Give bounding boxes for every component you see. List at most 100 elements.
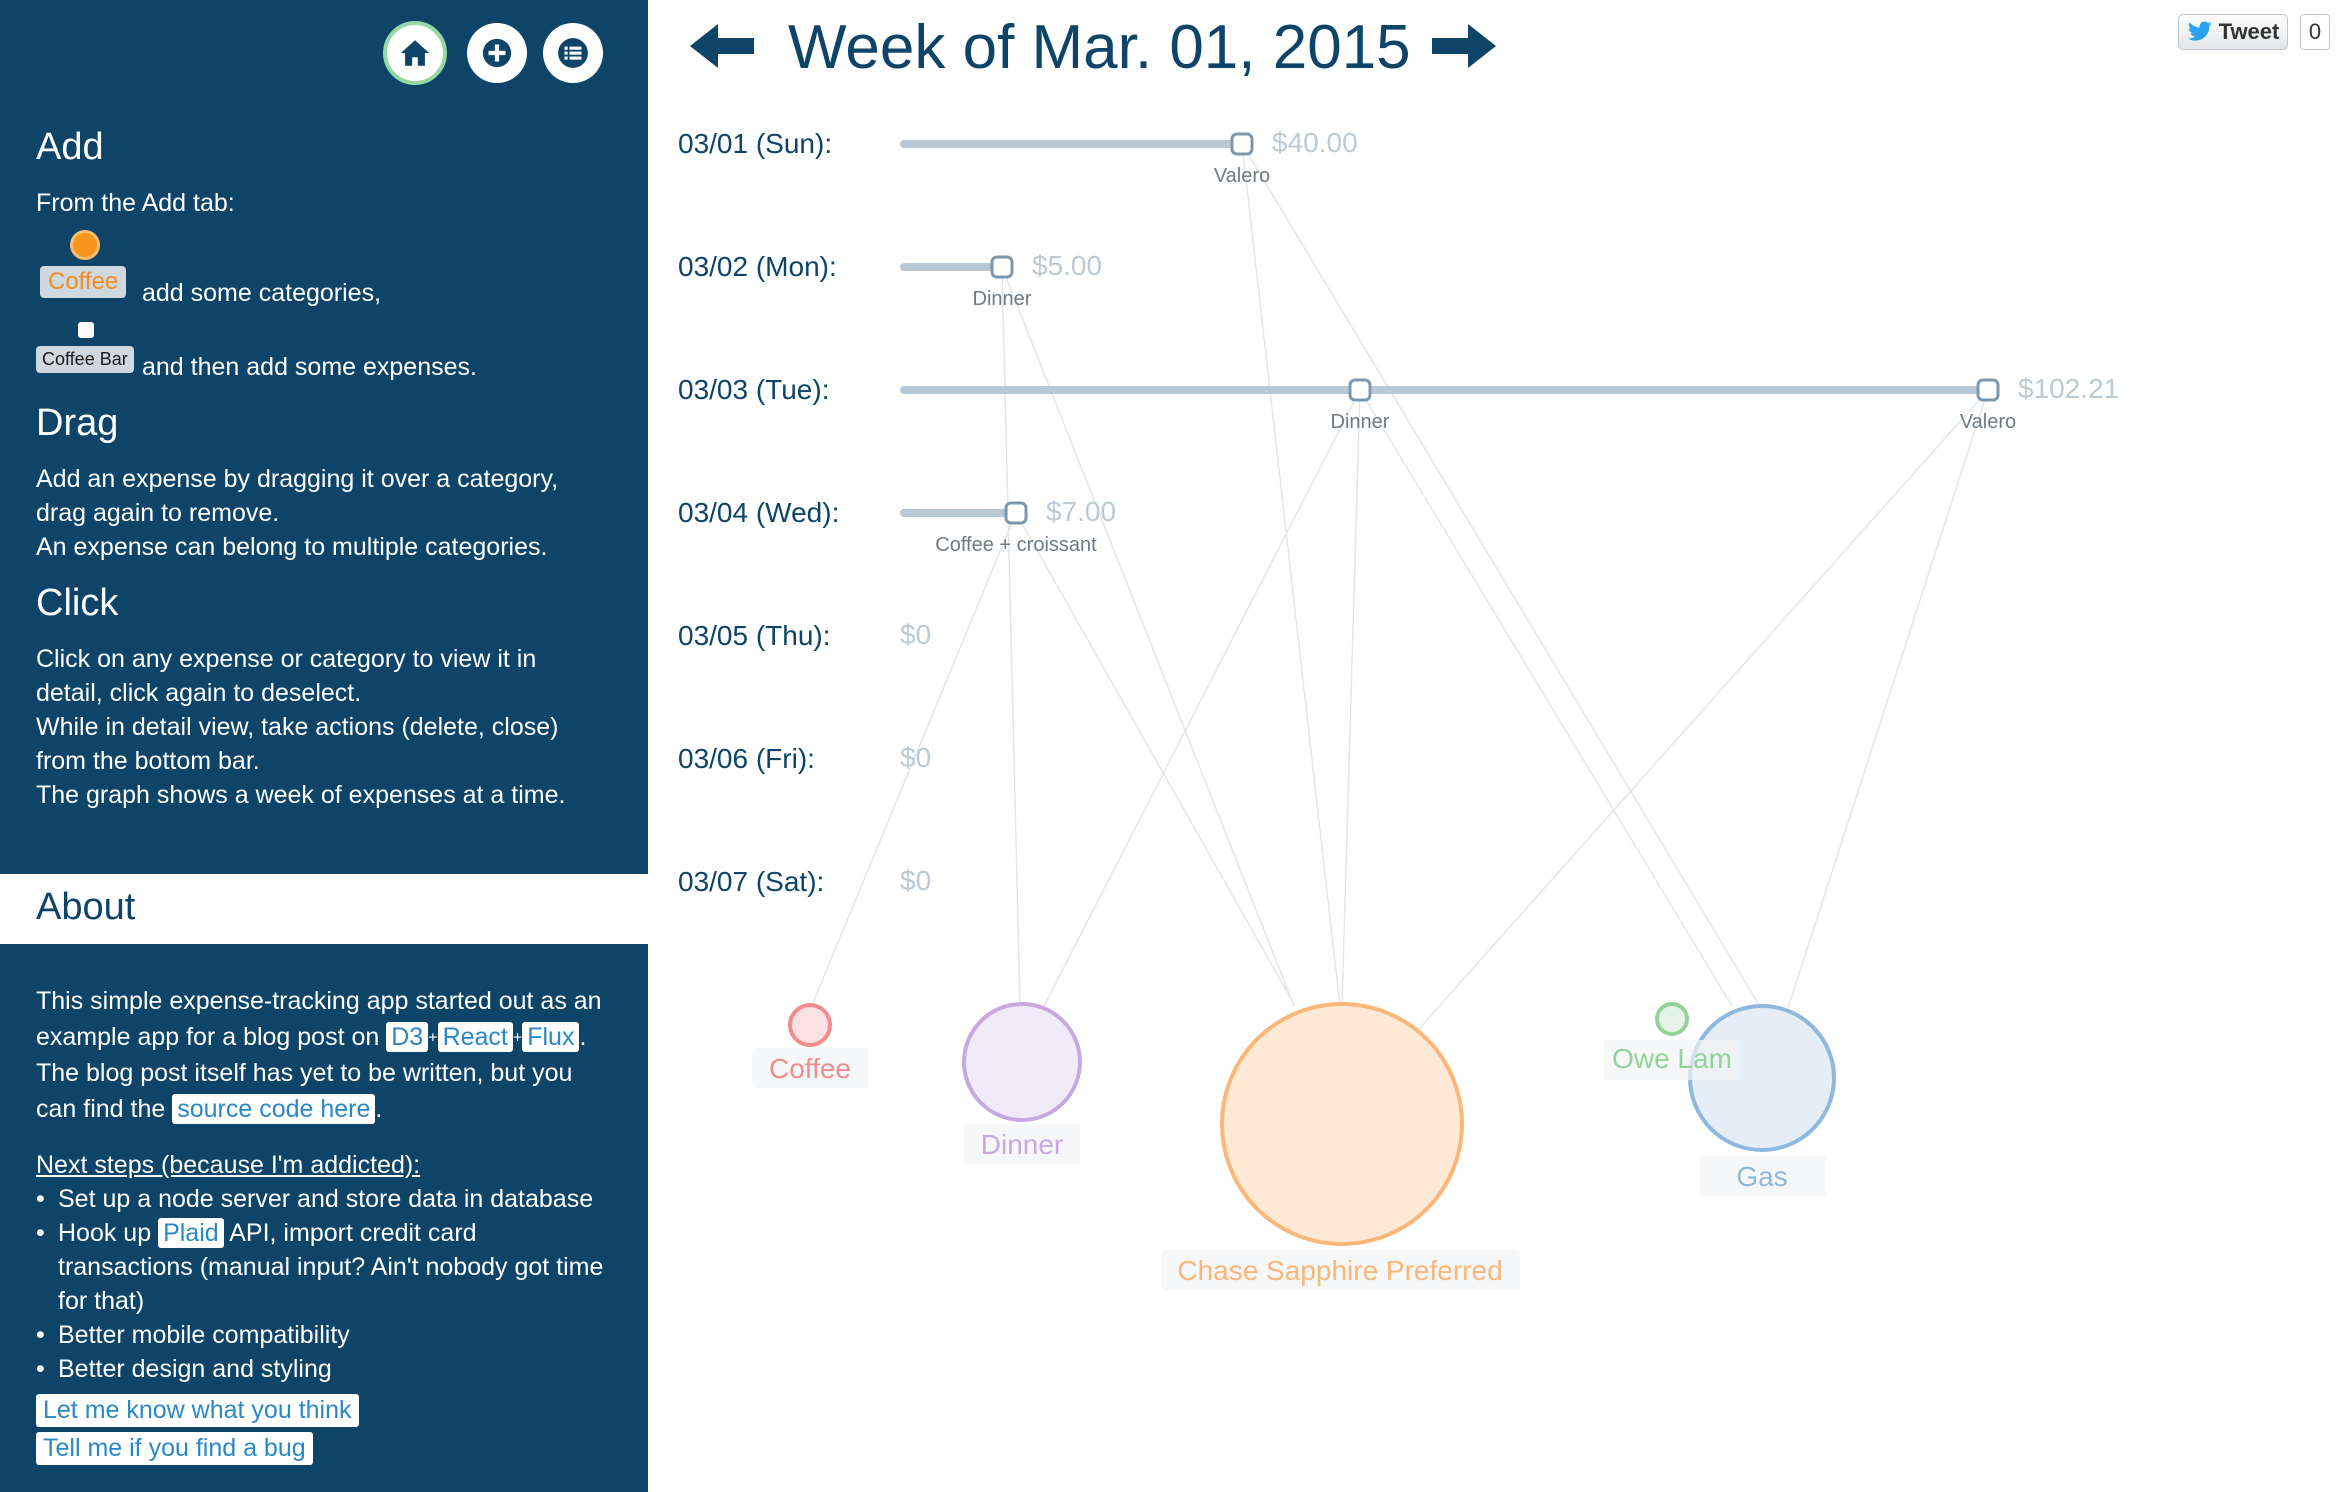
expense-label: Coffee + croissant bbox=[935, 534, 1097, 556]
add-tab-button[interactable] bbox=[467, 23, 527, 83]
link-line bbox=[1417, 389, 1989, 1031]
period: . bbox=[579, 1023, 587, 1051]
expense-label: Dinner bbox=[973, 288, 1032, 310]
label-bg bbox=[964, 1124, 1080, 1164]
about-text-2a: example app for a blog post on bbox=[36, 1023, 380, 1051]
about-text-2: example app for a blog post on D3 + React +… bbox=[36, 1020, 616, 1055]
about-text-1: This simple expense-tracking app started… bbox=[36, 987, 602, 1015]
list-icon bbox=[558, 38, 588, 68]
arrow-left-icon[interactable] bbox=[688, 22, 758, 70]
demo-category-dot bbox=[70, 230, 100, 260]
category-dinner[interactable] bbox=[962, 1002, 1082, 1122]
source-code-link[interactable]: source code here bbox=[172, 1094, 376, 1124]
flux-link[interactable]: Flux bbox=[522, 1022, 580, 1052]
next-steps-heading: Next steps (because I'm addicted): bbox=[36, 1151, 421, 1179]
tweet-label: Tweet bbox=[2218, 19, 2280, 44]
day-total: $0 bbox=[900, 742, 931, 773]
step-2a: Hook up bbox=[58, 1219, 152, 1247]
day-label: 03/04 (Wed): bbox=[678, 497, 840, 528]
label-bg bbox=[1162, 1250, 1520, 1290]
day-label: 03/06 (Fri): bbox=[678, 743, 815, 774]
home-button[interactable] bbox=[383, 21, 447, 85]
expense-node[interactable] bbox=[990, 255, 1014, 279]
week-title: Week of Mar. 01, 2015 bbox=[788, 13, 1411, 82]
about-heading: About bbox=[36, 886, 136, 928]
expense-track bbox=[900, 386, 1988, 394]
category-label: Chase Sapphire Preferred bbox=[1177, 1255, 1502, 1286]
click-text-2: detail, click again to deselect. bbox=[36, 679, 362, 707]
add-expenses-text: and then add some expenses. bbox=[142, 353, 477, 381]
step-2b: API, import credit card transactions (ma… bbox=[58, 1219, 604, 1315]
drag-text-2: drag again to remove. bbox=[36, 499, 280, 527]
expense-label: Valero bbox=[1214, 165, 1270, 187]
d3-link[interactable]: D3 bbox=[386, 1022, 429, 1052]
add-categories-text: add some categories, bbox=[142, 279, 382, 307]
category-owe-lam[interactable] bbox=[1655, 1002, 1689, 1036]
link-line bbox=[1015, 512, 1295, 1005]
expense-graph: Valero $40.00 Dinner $5.00 Dinner Valero… bbox=[752, 127, 2119, 1290]
expense-node[interactable] bbox=[1348, 378, 1372, 402]
arrow-right-icon[interactable] bbox=[1428, 22, 1498, 70]
drag-text-1: Add an expense by dragging it over a cat… bbox=[36, 465, 559, 493]
category-label: Gas bbox=[1736, 1161, 1787, 1192]
expense-label: Valero bbox=[1960, 411, 2016, 433]
feedback-link[interactable]: Let me know what you think bbox=[36, 1394, 359, 1427]
day-label: 03/01 (Sun): bbox=[678, 128, 833, 159]
demo-expense-square bbox=[78, 322, 94, 338]
link-line bbox=[1359, 389, 1733, 1007]
day-label: 03/07 (Sat): bbox=[678, 866, 825, 897]
tweet-count: 0 bbox=[2300, 14, 2330, 50]
next-steps-list: Set up a node server and store data in d… bbox=[36, 1182, 616, 1386]
home-icon bbox=[400, 40, 430, 66]
click-text-1: Click on any expense or category to view… bbox=[36, 645, 537, 673]
link-line bbox=[1241, 143, 1341, 1007]
expense-node[interactable] bbox=[1976, 378, 2000, 402]
react-link[interactable]: React bbox=[437, 1022, 513, 1052]
link-line bbox=[1001, 266, 1021, 1005]
category-label: Coffee bbox=[769, 1053, 851, 1084]
day-rows: Valero $40.00 Dinner $5.00 Dinner Valero… bbox=[900, 127, 2119, 896]
day-label: 03/05 (Thu): bbox=[678, 620, 831, 651]
expense-label: Dinner bbox=[1331, 411, 1390, 433]
about-text-3: The blog post itself has yet to be writt… bbox=[36, 1059, 573, 1087]
plaid-link[interactable]: Plaid bbox=[158, 1218, 224, 1248]
step-item: Better mobile compatibility bbox=[36, 1318, 616, 1352]
plus-circle-icon bbox=[482, 38, 512, 68]
main-area: Week of Mar. 01, 2015 Tweet 0 03/01 (Sun… bbox=[648, 0, 2342, 1492]
period: . bbox=[375, 1095, 383, 1123]
expense-track bbox=[900, 140, 1242, 148]
label-bg bbox=[752, 1048, 868, 1088]
list-tab-button[interactable] bbox=[543, 23, 603, 83]
demo-category-chip: Coffee bbox=[40, 266, 127, 298]
connection-lines bbox=[809, 143, 1989, 1031]
link-line bbox=[809, 512, 1017, 1011]
day-label: 03/02 (Mon): bbox=[678, 251, 837, 282]
category-coffee[interactable] bbox=[788, 1003, 832, 1047]
step-item: Hook up Plaid API, import credit card tr… bbox=[36, 1216, 616, 1318]
add-intro: From the Add tab: bbox=[36, 189, 235, 217]
tweet-button[interactable]: Tweet bbox=[2178, 14, 2288, 50]
about-text-4a: can find the bbox=[36, 1095, 166, 1123]
twitter-bird-icon bbox=[2187, 21, 2212, 41]
drag-text-3: An expense can belong to multiple catego… bbox=[36, 533, 548, 561]
category-chase-sapphire-preferred[interactable] bbox=[1220, 1002, 1464, 1246]
day-total: $5.00 bbox=[1032, 250, 1102, 281]
click-text-5: The graph shows a week of expenses at a … bbox=[36, 781, 566, 809]
expense-node[interactable] bbox=[1230, 132, 1254, 156]
category-label: Owe Lam bbox=[1612, 1043, 1732, 1074]
about-text-4: can find the source code here. bbox=[36, 1092, 616, 1126]
day-total: $0 bbox=[900, 865, 931, 896]
demo-expense-chip: Coffee Bar bbox=[36, 346, 134, 373]
day-total: $40.00 bbox=[1272, 127, 1358, 158]
click-text-4: from the bottom bar. bbox=[36, 747, 260, 775]
label-bg bbox=[1604, 1040, 1740, 1080]
bug-report-link[interactable]: Tell me if you find a bug bbox=[36, 1432, 313, 1465]
click-text-3: While in detail view, take actions (dele… bbox=[36, 713, 559, 741]
about-header: About bbox=[0, 874, 648, 944]
plus-separator: + bbox=[512, 1029, 523, 1047]
drag-heading: Drag bbox=[36, 402, 119, 444]
expense-node[interactable] bbox=[1004, 501, 1028, 525]
link-line bbox=[1341, 389, 1361, 1005]
link-line bbox=[1241, 143, 1763, 1011]
day-total: $7.00 bbox=[1046, 496, 1116, 527]
